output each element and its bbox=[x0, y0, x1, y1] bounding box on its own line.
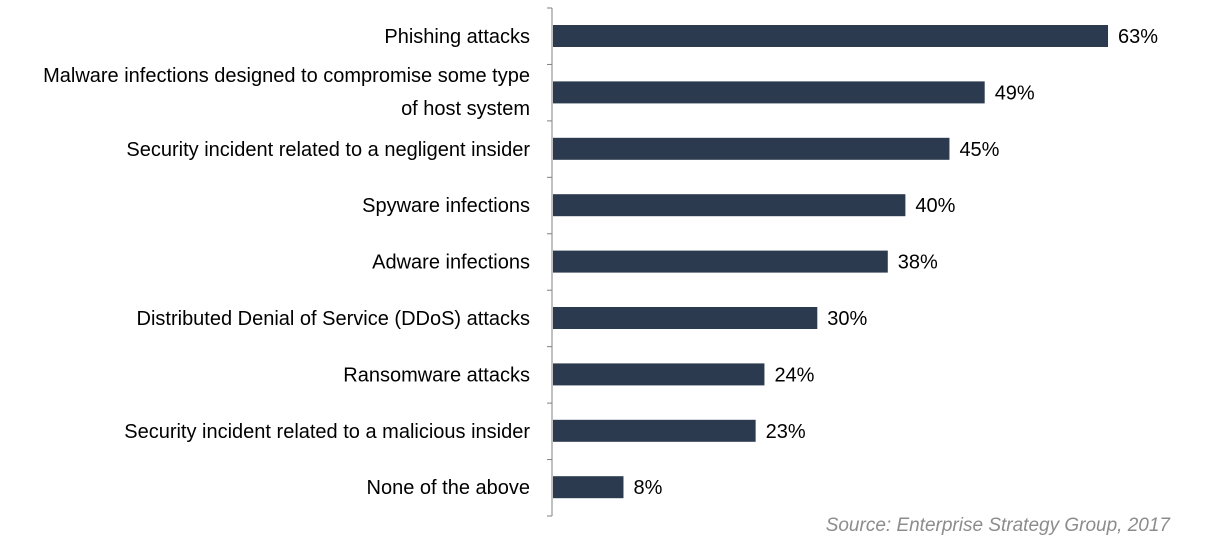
bar bbox=[553, 81, 985, 104]
bar bbox=[553, 137, 950, 160]
category-label: Phishing attacks bbox=[384, 26, 530, 48]
category-label: Distributed Denial of Service (DDoS) att… bbox=[137, 308, 530, 330]
category-label: of host system bbox=[401, 98, 530, 120]
bar bbox=[553, 250, 888, 273]
data-label: 8% bbox=[633, 477, 662, 499]
category-label: Spyware infections bbox=[362, 195, 530, 217]
bar bbox=[553, 194, 906, 217]
category-label: Adware infections bbox=[372, 252, 530, 274]
bar bbox=[553, 476, 624, 499]
data-label: 63% bbox=[1118, 26, 1158, 48]
category-label: Security incident related to a malicious… bbox=[124, 421, 530, 443]
bar bbox=[553, 25, 1109, 47]
data-label: 38% bbox=[898, 252, 938, 274]
data-label: 24% bbox=[774, 364, 814, 386]
bar bbox=[553, 363, 765, 386]
bar bbox=[553, 307, 818, 329]
data-label: 30% bbox=[827, 308, 867, 330]
category-label: Security incident related to a negligent… bbox=[126, 139, 530, 161]
data-label: 40% bbox=[915, 195, 955, 217]
category-label: None of the above bbox=[367, 477, 530, 499]
data-label: 45% bbox=[959, 139, 999, 161]
bar bbox=[553, 419, 756, 442]
source-note: Source: Enterprise Strategy Group, 2017 bbox=[825, 515, 1170, 536]
data-label: 49% bbox=[995, 82, 1035, 104]
data-label: 23% bbox=[766, 421, 806, 443]
category-label: Malware infections designed to compromis… bbox=[43, 65, 530, 87]
category-label: Ransomware attacks bbox=[343, 364, 530, 386]
